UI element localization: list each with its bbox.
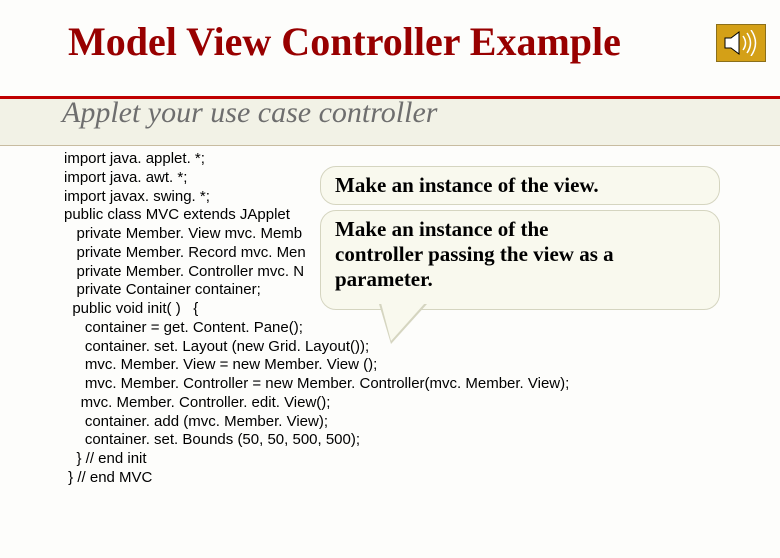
code-line: } // end init [64, 450, 724, 469]
code-line: mvc. Member. View = new Member. View (); [64, 356, 724, 375]
callout-text-line: Make an instance of the [335, 217, 705, 242]
page-title: Model View Controller Example [68, 18, 780, 65]
code-line: container. add (mvc. Member. View); [64, 413, 724, 432]
code-line: container. set. Bounds (50, 50, 500, 500… [64, 431, 724, 450]
subtitle: Applet your use case controller [62, 96, 437, 130]
speaker-icon[interactable] [716, 24, 766, 62]
callout-controller: Make an instance of the controller passi… [320, 210, 720, 310]
callout-text-line: controller passing the view as a [335, 242, 705, 267]
code-line: } // end MVC [64, 469, 724, 488]
callout-view: Make an instance of the view. [320, 166, 720, 205]
code-line: mvc. Member. Controller = new Member. Co… [64, 375, 724, 394]
code-line: mvc. Member. Controller. edit. View(); [64, 394, 724, 413]
callout-text: Make an instance of the view. [335, 173, 599, 197]
callout-text-line: parameter. [335, 267, 705, 292]
